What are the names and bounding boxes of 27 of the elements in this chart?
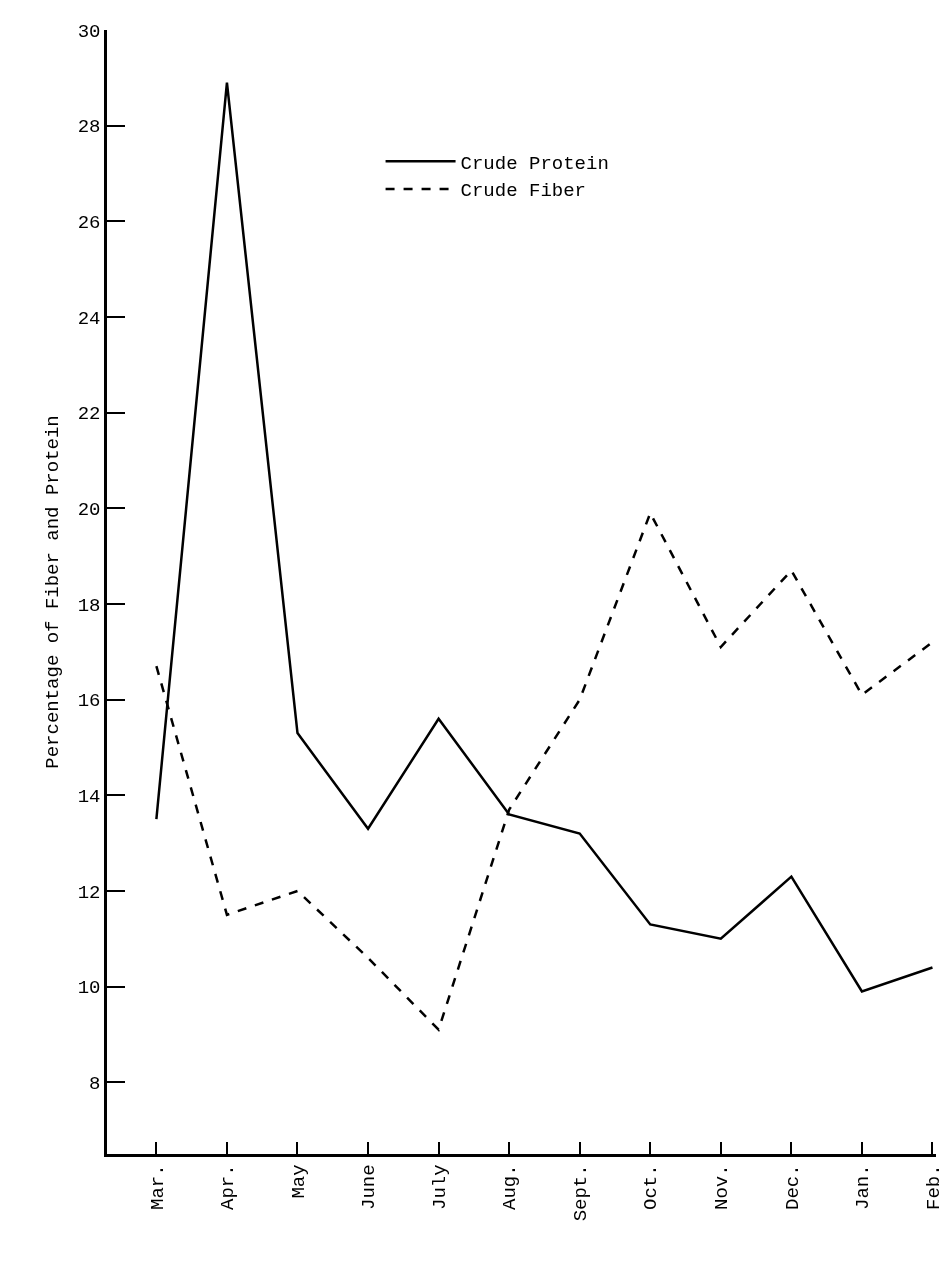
- x-tick-label: May: [287, 1164, 310, 1199]
- y-tick-label: 18: [77, 594, 101, 617]
- x-tick-label: Jan.: [852, 1164, 875, 1210]
- x-tick-label: Dec.: [781, 1164, 804, 1210]
- x-tick-label: Sept.: [569, 1164, 592, 1222]
- y-tick-label: 12: [77, 881, 101, 904]
- y-tick-label: 22: [77, 403, 101, 426]
- y-tick-label: 30: [77, 20, 101, 43]
- x-tick-label: Nov.: [710, 1164, 733, 1210]
- x-tick-label: June: [358, 1164, 381, 1210]
- y-tick-label: 8: [89, 1072, 101, 1095]
- y-tick-label: 20: [77, 498, 101, 521]
- y-tick-label: 10: [77, 977, 101, 1000]
- y-tick-label: 28: [77, 116, 101, 139]
- x-tick-label: Aug.: [499, 1164, 522, 1210]
- x-tick-label: July: [428, 1164, 451, 1210]
- y-tick-label: 14: [77, 785, 101, 808]
- y-tick-label: 16: [77, 690, 101, 713]
- y-axis-title: Percentage of Fiber and Protein: [42, 415, 65, 769]
- x-tick-label: Apr.: [217, 1164, 240, 1210]
- y-tick-label: 26: [77, 211, 101, 234]
- legend-label: Crude Fiber: [460, 180, 586, 203]
- legend-label: Crude Protein: [460, 152, 609, 175]
- x-tick-label: Oct.: [640, 1164, 663, 1210]
- x-tick-label: Feb.: [922, 1164, 945, 1210]
- y-tick-label: 24: [77, 307, 101, 330]
- x-tick-label: Mar.: [146, 1164, 169, 1210]
